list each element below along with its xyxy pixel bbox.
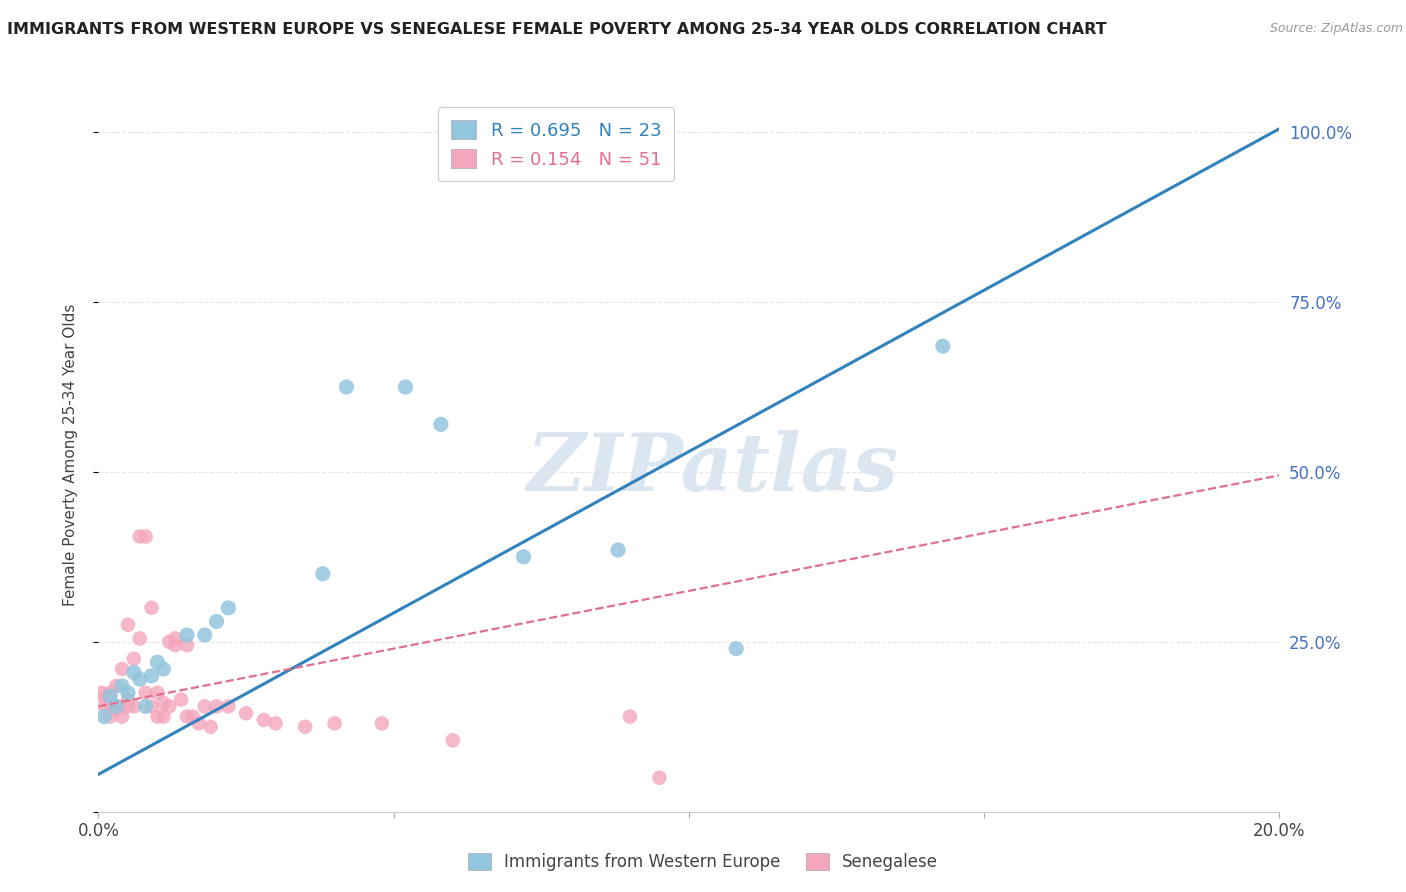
Point	[205, 615, 228, 629]
Point	[176, 638, 198, 652]
Point	[371, 716, 394, 731]
Point	[90, 686, 112, 700]
Point	[135, 686, 157, 700]
Point	[264, 716, 287, 731]
Point	[165, 638, 187, 652]
Point	[117, 617, 139, 632]
Text: IMMIGRANTS FROM WESTERN EUROPE VS SENEGALESE FEMALE POVERTY AMONG 25-34 YEAR OLD: IMMIGRANTS FROM WESTERN EUROPE VS SENEGA…	[7, 22, 1107, 37]
Text: ZIPatlas: ZIPatlas	[526, 431, 898, 508]
Point	[122, 665, 145, 680]
Point	[105, 703, 128, 717]
Point	[146, 709, 169, 723]
Point	[205, 699, 228, 714]
Point	[294, 720, 316, 734]
Text: Source: ZipAtlas.com: Source: ZipAtlas.com	[1270, 22, 1403, 36]
Point	[217, 600, 239, 615]
Point	[93, 699, 115, 714]
Point	[93, 689, 115, 703]
Point	[157, 635, 180, 649]
Point	[176, 709, 198, 723]
Point	[312, 566, 335, 581]
Point	[725, 641, 748, 656]
Point	[135, 699, 157, 714]
Legend: Immigrants from Western Europe, Senegalese: Immigrants from Western Europe, Senegale…	[460, 845, 946, 880]
Point	[128, 632, 150, 646]
Point	[253, 713, 276, 727]
Point	[194, 699, 217, 714]
Point	[135, 529, 157, 543]
Point	[96, 692, 118, 706]
Point	[141, 600, 163, 615]
Point	[181, 709, 204, 723]
Point	[146, 686, 169, 700]
Point	[619, 709, 641, 723]
Point	[117, 686, 139, 700]
Point	[607, 543, 630, 558]
Point	[141, 669, 163, 683]
Point	[105, 699, 128, 714]
Point	[105, 679, 128, 693]
Point	[932, 339, 955, 353]
Point	[128, 529, 150, 543]
Point	[98, 686, 121, 700]
Point	[335, 380, 357, 394]
Point	[98, 689, 121, 703]
Point	[128, 672, 150, 686]
Point	[105, 699, 128, 714]
Point	[165, 632, 187, 646]
Point	[323, 716, 346, 731]
Point	[194, 628, 217, 642]
Point	[152, 696, 174, 710]
Point	[122, 699, 145, 714]
Point	[441, 733, 464, 747]
Point	[176, 628, 198, 642]
Point	[111, 699, 134, 714]
Point	[111, 709, 134, 723]
Point	[187, 716, 209, 731]
Point	[152, 662, 174, 676]
Point	[111, 662, 134, 676]
Point	[98, 709, 121, 723]
Point	[648, 771, 671, 785]
Point	[122, 652, 145, 666]
Point	[98, 699, 121, 714]
Point	[111, 679, 134, 693]
Point	[117, 692, 139, 706]
Point	[170, 692, 193, 706]
Point	[394, 380, 416, 394]
Point	[512, 549, 534, 564]
Point	[235, 706, 257, 721]
Point	[141, 699, 163, 714]
Point	[105, 699, 128, 714]
Legend: R = 0.695   N = 23, R = 0.154   N = 51: R = 0.695 N = 23, R = 0.154 N = 51	[439, 107, 673, 181]
Point	[93, 709, 115, 723]
Point	[430, 417, 453, 432]
Point	[146, 655, 169, 669]
Point	[200, 720, 222, 734]
Y-axis label: Female Poverty Among 25-34 Year Olds: Female Poverty Among 25-34 Year Olds	[63, 304, 77, 606]
Point	[152, 709, 174, 723]
Point	[117, 699, 139, 714]
Point	[217, 699, 239, 714]
Point	[157, 699, 180, 714]
